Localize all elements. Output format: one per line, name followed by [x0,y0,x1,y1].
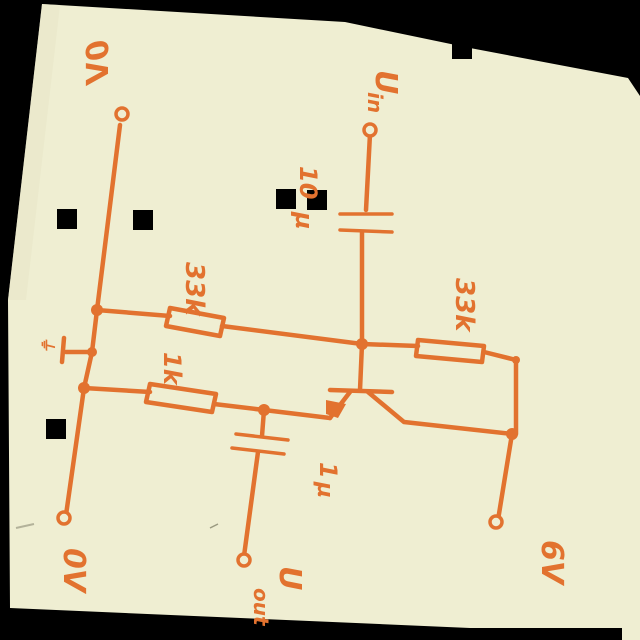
junction-dot [78,382,90,394]
transistor-emitter-arrow [326,400,346,418]
label-0v-top: 0V [81,40,116,87]
label-ground: ⏚ [38,336,57,352]
label-cap-out-unit: µ [312,481,337,498]
label-uin-sub: in [363,92,387,113]
junction-dot [91,304,103,316]
wire-base [357,341,365,393]
junction-dot [258,404,270,416]
capacitor-in-plate-2 [338,228,394,234]
wire-bias-left [94,307,173,319]
capacitor-out-plate-2 [230,446,286,456]
pencil-mark [209,523,219,529]
wire-6v [495,431,515,523]
label-r-emitter: 1k [158,352,186,387]
junction-dot [512,356,520,364]
redaction-square [452,42,472,59]
redaction-square [57,209,77,229]
terminal-0v-bottom [56,510,72,526]
paper-shadow [8,4,60,300]
terminal-0v-top [114,106,130,122]
label-cap-in-unit: µ [290,211,318,230]
wire-emitter-left [81,385,153,395]
redaction-square [133,210,153,230]
label-uin: U [368,70,403,94]
wire-cap-out-bottom [241,449,261,559]
wire-left-rail-top [94,122,123,313]
resistor-1k [143,381,219,415]
label-uout-sub: out [249,588,273,627]
paper-sheet [8,4,640,640]
resistor-33k-top [163,305,227,339]
capacitor-out-plate-1 [234,432,290,442]
terminal-6v [488,514,504,530]
terminal-uin [362,122,378,138]
redaction-square [46,419,66,439]
label-uout: U [272,566,307,590]
label-r-bias-top: 33k [179,262,209,317]
wire-bias-mid [219,323,365,347]
ground-bar [59,335,67,365]
junction-dot [356,338,368,350]
wire-bias-right-a [359,341,421,349]
redaction-square [307,190,327,210]
label-r-bias-right: 33k [449,278,479,333]
transistor-collector [365,389,515,437]
wire-left-rail-bottom [63,385,87,518]
junction-dot [506,428,518,440]
transistor-base-bar [327,387,395,395]
resistor-33k-right [413,337,487,365]
label-cap-in: 10 [294,166,322,199]
terminal-uout [236,552,252,568]
wire-uin [363,131,373,213]
label-0v-bottom: 0V [56,548,91,595]
redaction-square [276,189,296,209]
junction-dot [87,347,97,357]
label-cap-out: 1 [314,462,342,479]
label-6v: 6V [534,540,569,587]
pencil-mark [15,523,35,529]
